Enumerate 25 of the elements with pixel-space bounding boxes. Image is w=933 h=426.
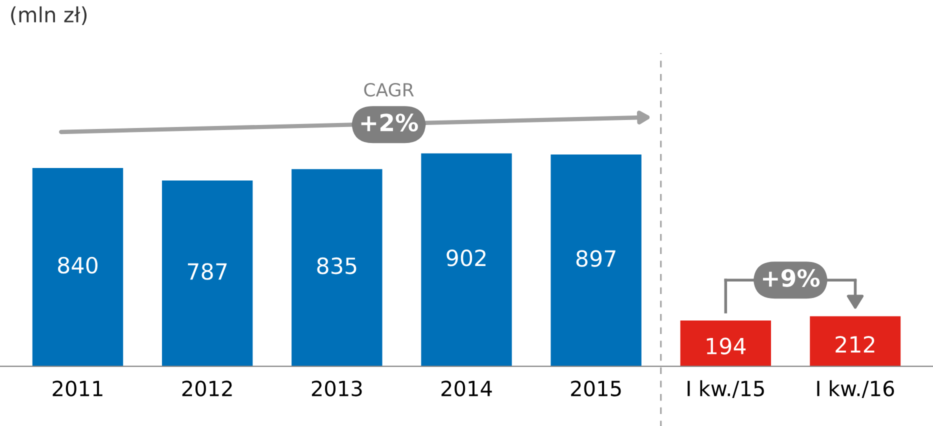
data-label: 902 (446, 250, 486, 266)
data-label: 787 (188, 263, 227, 280)
bar (162, 180, 253, 366)
x-tick-label: 2012 (182, 380, 232, 396)
bar (421, 153, 512, 366)
x-tick-label: I kw./16 (817, 380, 894, 398)
text: CAGR (364, 82, 414, 97)
bar (810, 316, 901, 366)
data-label: 194 (706, 338, 746, 354)
chart-title: (mln zł) (11, 6, 87, 25)
data-label: 897 (576, 250, 616, 267)
annotation: +9% (763, 269, 820, 287)
x-tick-label: 2013 (312, 380, 362, 396)
bar (292, 169, 382, 366)
data-label: 212 (836, 336, 874, 352)
x-tick-label: 2011 (52, 380, 102, 396)
bar (32, 168, 124, 366)
x-tick-label: 2014 (442, 380, 492, 396)
bar (680, 320, 772, 366)
data-label: 835 (317, 257, 356, 274)
text: +2% (361, 114, 418, 132)
bar (550, 154, 642, 366)
x-tick-label: 2015 (571, 380, 621, 396)
data-label: 840 (58, 256, 98, 274)
x-tick-label: I kw./15 (688, 380, 764, 398)
